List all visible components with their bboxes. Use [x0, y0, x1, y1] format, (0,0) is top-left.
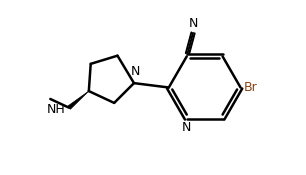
Text: N: N — [130, 65, 140, 78]
Text: N: N — [182, 121, 192, 134]
Polygon shape — [68, 91, 89, 109]
Text: Br: Br — [244, 81, 258, 94]
Text: NH: NH — [47, 103, 65, 116]
Text: N: N — [189, 17, 199, 30]
